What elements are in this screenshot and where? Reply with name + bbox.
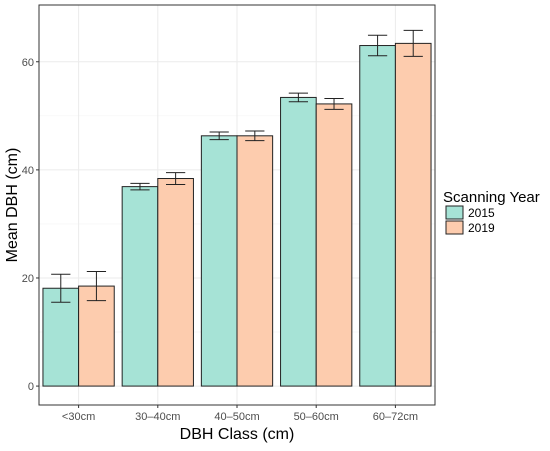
bar-2019-0 [78,285,115,387]
y-tick-label: 40 [22,165,34,177]
y-tick-label: 60 [22,57,34,69]
error-bar-2015-1 [130,182,150,191]
error-bar-2015-0 [51,273,71,303]
error-bar-2019-1 [165,172,186,185]
y-tick-label: 0 [28,381,34,393]
error-bar-2015-3 [288,92,309,103]
bar-2019-3 [315,103,353,387]
x-axis: <30cm 30–40cm 40–50cm 50–60cm 60–72cm [62,405,418,423]
bar-2015-4 [359,45,396,387]
legend-swatch-2015 [445,205,464,220]
error-bar-2019-0 [86,270,107,302]
x-axis-title: DBH Class (cm) [180,426,295,443]
bar-2019-4 [394,42,432,387]
legend-label-2015: 2015 [468,206,495,220]
error-bar-2015-2 [209,131,229,141]
legend-label-2019: 2019 [468,221,495,235]
legend-title: Scanning Year [443,189,540,206]
legend-swatch-2019 [445,220,464,235]
bar-2015-0 [42,287,80,387]
bar-2019-2 [236,135,274,387]
y-tick-label: 20 [22,273,34,285]
error-bars [51,29,423,303]
x-tick-label: 50–60cm [294,411,339,423]
bars [42,42,432,387]
error-bar-2019-3 [324,98,344,110]
bar-2015-3 [280,96,317,387]
bar-2015-2 [200,135,238,387]
y-axis: 0 20 40 60 [22,57,39,393]
legend: Scanning Year 2015 2019 [443,189,540,235]
y-axis-title: Mean DBH (cm) [4,148,21,263]
bar-2019-1 [157,178,194,387]
error-bar-2015-4 [367,34,388,57]
error-bar-2019-2 [245,130,265,142]
x-tick-label: 40–50cm [214,411,259,423]
error-bar-2019-4 [403,29,423,57]
x-tick-label: <30cm [62,411,95,423]
x-tick-label: 30–40cm [135,411,180,423]
x-tick-label: 60–72cm [373,411,418,423]
bar-2015-1 [121,186,159,387]
